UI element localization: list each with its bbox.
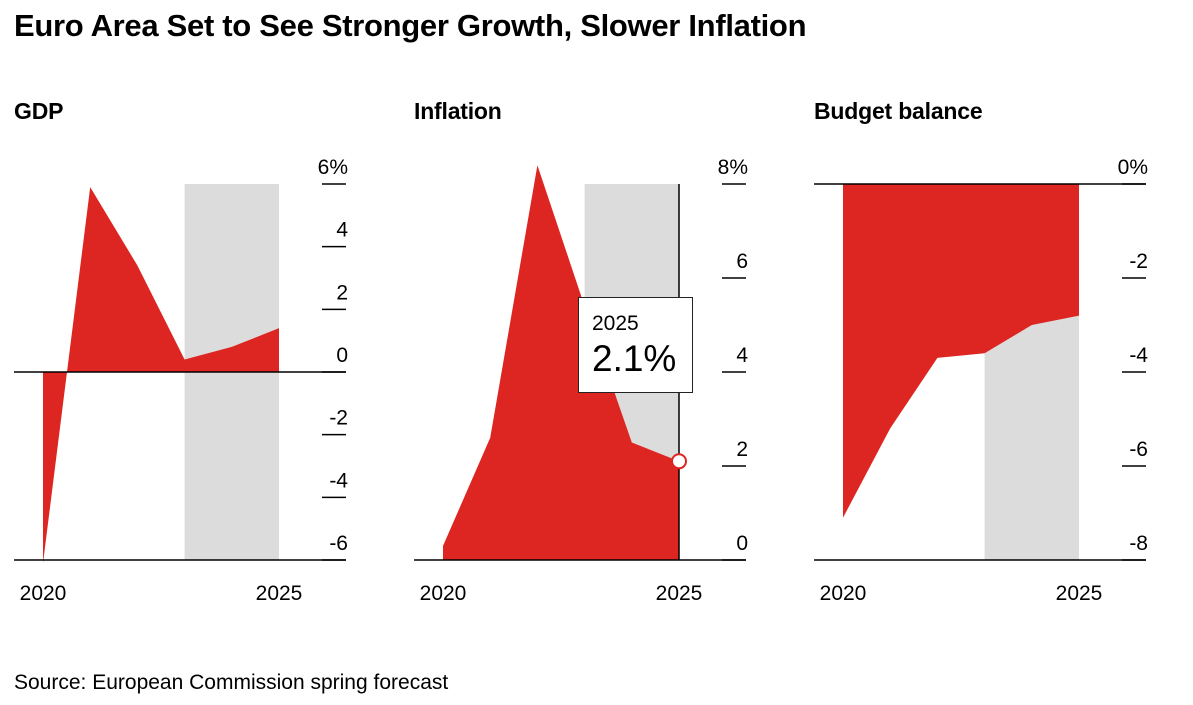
- chart-title: Euro Area Set to See Stronger Growth, Sl…: [14, 8, 807, 43]
- y-tick-label: -2: [1129, 250, 1148, 273]
- y-tick-label: -4: [1129, 344, 1148, 367]
- y-tick-label: 0: [736, 532, 748, 555]
- x-tick-label: 2025: [256, 582, 303, 605]
- series-area: [443, 165, 679, 560]
- x-tick-label: 2020: [20, 582, 67, 605]
- budget-balance-panel: Budget balance 0% -2 -4 -6 -8 2020 2025: [814, 95, 1184, 615]
- y-tick-label: 8%: [718, 156, 748, 179]
- gdp-panel-title: GDP: [14, 98, 64, 124]
- gdp-chart: 6% 4 2 0 -2 -4 -6 2020 2025: [14, 156, 348, 605]
- tooltip-year: 2025: [592, 312, 639, 335]
- y-tick-label: 6%: [318, 156, 348, 179]
- x-tick-label: 2025: [1056, 582, 1103, 605]
- y-tick-label: -2: [329, 407, 348, 430]
- y-tick-label: 2: [336, 281, 348, 304]
- source-note: Source: European Commission spring forec…: [14, 671, 449, 694]
- gdp-panel: GDP 6% 4 2 0 -2 -4 -6 2020 2025: [14, 95, 384, 615]
- inflation-panel-title: Inflation: [414, 98, 502, 124]
- y-tick-label: 0: [336, 344, 348, 367]
- y-tick-label: 0%: [1118, 156, 1148, 179]
- y-tick-label: 2: [736, 438, 748, 461]
- budget-balance-panel-title: Budget balance: [814, 98, 983, 124]
- y-tick-label: -6: [1129, 438, 1148, 461]
- inflation-tooltip: 2025 2.1%: [578, 297, 693, 393]
- series-area: [843, 184, 1079, 518]
- y-tick-label: 4: [736, 344, 748, 367]
- y-tick-label: -8: [1129, 532, 1148, 555]
- budget-balance-chart: 0% -2 -4 -6 -8 2020 2025: [814, 156, 1148, 605]
- x-tick-label: 2025: [656, 582, 703, 605]
- highlight-marker: [671, 453, 687, 470]
- x-tick-label: 2020: [420, 582, 467, 605]
- y-tick-label: 4: [336, 219, 348, 242]
- series-area: [43, 187, 279, 564]
- tooltip-value: 2.1%: [592, 338, 677, 379]
- y-tick-label: 6: [736, 250, 748, 273]
- y-tick-label: -4: [329, 469, 348, 492]
- y-tick-label: -6: [329, 532, 348, 555]
- x-tick-label: 2020: [820, 582, 867, 605]
